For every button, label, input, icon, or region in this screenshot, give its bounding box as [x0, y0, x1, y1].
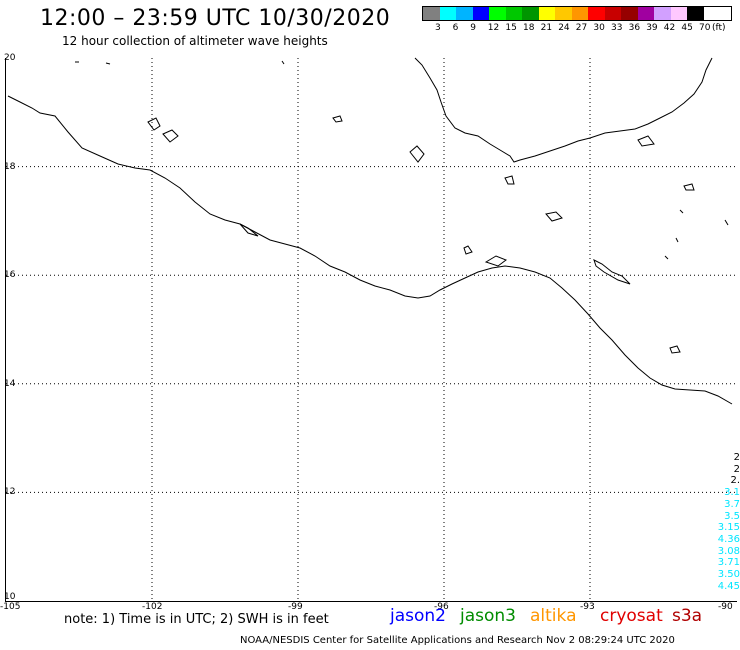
colorbar-swatch	[555, 7, 572, 20]
colorbar-label: 24	[558, 23, 570, 33]
colorbar-label: 18	[523, 23, 535, 33]
colorbar-unit: (ft)	[712, 23, 726, 33]
island-4	[332, 115, 343, 123]
swh-readout: 3.50	[717, 569, 740, 581]
longitude-tick-label: -90	[718, 602, 733, 612]
island-13	[239, 223, 259, 237]
island-1	[147, 117, 161, 131]
island-11	[683, 183, 695, 191]
satellite-jason3: jason3	[460, 606, 516, 626]
colorbar-label: 9	[470, 23, 476, 33]
longitude-tick-label: -99	[288, 602, 303, 612]
colorbar-label: 33	[611, 23, 623, 33]
colorbar-label: 3	[435, 23, 441, 33]
colorbar-label: 15	[505, 23, 517, 33]
colorbar-label: 6	[452, 23, 459, 33]
colorbar-swatch	[621, 7, 638, 20]
satellite-s3a: s3a	[672, 606, 703, 626]
longitude-tick-label: -93	[580, 602, 595, 612]
colorbar-label: 39	[646, 23, 658, 33]
colorbar-swatches	[422, 6, 732, 21]
swh-readout: 4.36	[717, 533, 740, 545]
island-7	[463, 245, 473, 255]
colorbar-swatch	[538, 7, 555, 20]
island-10	[504, 175, 515, 185]
islet-5	[675, 237, 679, 243]
swh-readout: 3.5	[724, 510, 740, 522]
swh-readout: 3.71	[717, 557, 740, 569]
island-8	[484, 255, 508, 267]
footer-note: note: 1) Time is in UTC; 2) SWH is in fe…	[64, 612, 329, 627]
longitude-tick-label: -105	[0, 602, 21, 612]
island-12	[637, 135, 655, 147]
colorbar-label: 27	[575, 23, 588, 33]
map-frame	[5, 58, 737, 602]
colorbar-swatch	[654, 7, 671, 20]
colorbar-label: 30	[593, 23, 605, 33]
island-9	[669, 345, 681, 354]
island-3	[409, 145, 425, 163]
swh-readout: 3.1	[724, 487, 740, 499]
colorbar-swatch	[472, 7, 489, 20]
satellite-cryosat: cryosat	[600, 606, 663, 626]
satellite-altika: altika	[530, 606, 577, 626]
colorbar-swatch	[687, 7, 704, 20]
colorbar-label: 70	[699, 23, 711, 33]
wave-height-colorbar: 3 6 9 12 15 18 21 24 27 30 33 36 39 42 45 70 (ft)	[422, 6, 732, 33]
swh-readout: 3.7	[724, 498, 740, 510]
colorbar-swatch	[456, 7, 473, 20]
colorbar-label: 36	[628, 23, 641, 33]
swh-readout: 2.	[730, 475, 740, 487]
coastline	[7, 57, 733, 405]
colorbar-swatch	[505, 7, 522, 20]
grid-lines	[6, 58, 736, 601]
latitude-tick-label: 10	[4, 592, 16, 602]
island-2	[162, 129, 179, 143]
islet-7	[679, 209, 684, 214]
longitude-tick-label: -96	[434, 602, 449, 612]
swh-readout: 3.08	[717, 545, 740, 557]
colorbar-swatch	[637, 7, 654, 20]
colorbar-label: 21	[540, 23, 553, 33]
latitude-tick-label: 16	[4, 270, 16, 281]
swh-readout: 2	[733, 463, 740, 475]
islet-6	[664, 255, 669, 260]
mexico-pacific-coastline	[7, 95, 733, 405]
swh-readout-list: 2 2 2. 3.1 3.7 3.5 3.15 4.36 3.08 3.71 3.50 4.45	[700, 452, 740, 592]
gulf-coastline	[414, 57, 713, 163]
colorbar-labels: 3 6 9 12 15 18 21 24 27 30 33 36 39 42 45 70 (ft)	[422, 21, 732, 33]
islet-2	[105, 62, 111, 65]
colorbar-swatch	[423, 7, 440, 20]
page-subtitle: 12 hour collection of altimeter wave hei…	[62, 34, 328, 48]
colorbar-swatch	[588, 7, 605, 20]
latitude-tick-label: 18	[4, 161, 16, 172]
latitude-tick-label: 20	[4, 53, 16, 63]
islet-3	[281, 60, 285, 65]
footer-credit: NOAA/NESDIS Center for Satellite Applica…	[240, 635, 675, 646]
colorbar-swatch	[439, 7, 456, 20]
islet-4	[724, 219, 729, 226]
island-5	[545, 211, 563, 222]
colorbar-label: 45	[681, 23, 693, 33]
swh-readout: 3.15	[717, 522, 740, 534]
colorbar-label: 42	[663, 23, 676, 33]
longitude-tick-label: -102	[142, 602, 163, 612]
colorbar-label: 12	[487, 23, 500, 33]
colorbar-swatch	[604, 7, 621, 20]
colorbar-swatch	[489, 7, 506, 20]
island-6	[593, 259, 631, 285]
colorbar-swatch	[670, 7, 687, 20]
colorbar-swatch	[522, 7, 539, 20]
swh-readout: 2	[733, 452, 740, 463]
latitude-tick-label: 12	[4, 487, 16, 498]
page-title: 12:00 – 23:59 UTC 10/30/2020	[40, 6, 391, 31]
satellite-jason2: jason2	[390, 606, 446, 626]
colorbar-swatch	[571, 7, 588, 20]
swh-readout: 4.45	[717, 580, 740, 592]
latitude-tick-label: 14	[4, 378, 16, 389]
